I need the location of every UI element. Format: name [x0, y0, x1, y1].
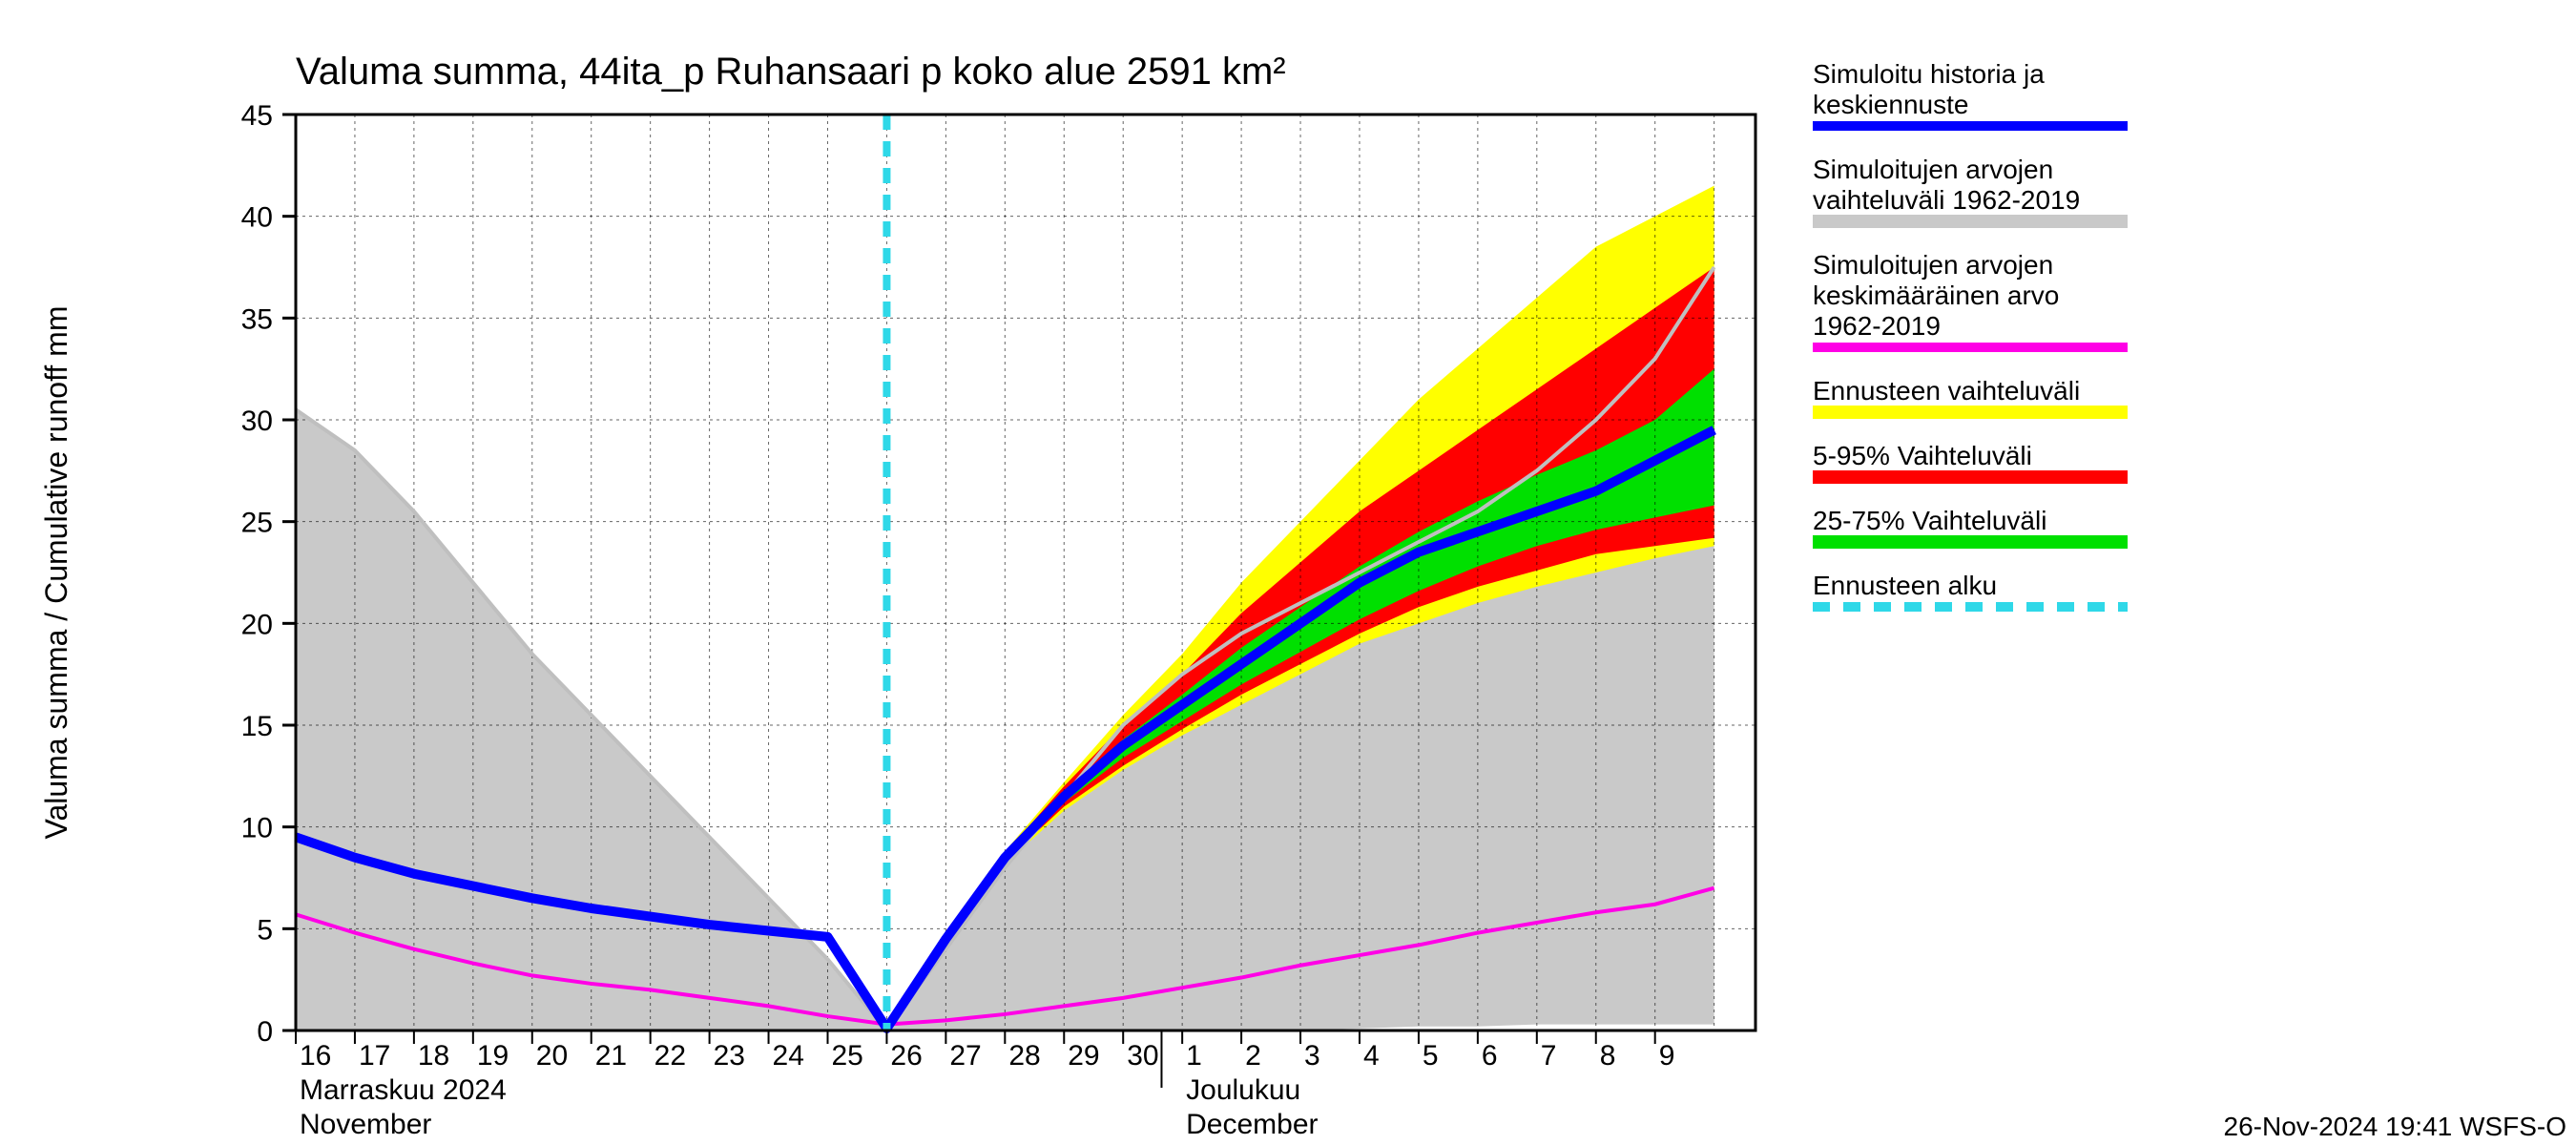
- legend-swatch: [1813, 215, 2128, 228]
- chart-title: Valuma summa, 44ita_p Ruhansaari p koko …: [296, 51, 1286, 93]
- legend-label: Simuloitu historia ja: [1813, 59, 2045, 89]
- x-tick-label: 8: [1600, 1040, 1616, 1072]
- x-tick-label: 21: [595, 1040, 627, 1072]
- footer-timestamp: 26-Nov-2024 19:41 WSFS-O: [2224, 1112, 2567, 1141]
- x-tick-label: 6: [1482, 1040, 1498, 1072]
- legend-label: 1962-2019: [1813, 311, 1941, 341]
- legend-swatch: [1813, 406, 2128, 419]
- y-tick-label: 20: [241, 609, 273, 640]
- y-tick-label: 25: [241, 508, 273, 539]
- x-tick-label: 20: [536, 1040, 568, 1072]
- legend-swatch: [1813, 470, 2128, 484]
- x-tick-label: 7: [1541, 1040, 1557, 1072]
- x-tick-label: 4: [1363, 1040, 1380, 1072]
- y-tick-label: 15: [241, 711, 273, 742]
- month2-fi: Joulukuu: [1186, 1074, 1300, 1106]
- y-axis-label: Valuma summa / Cumulative runoff mm: [39, 306, 73, 840]
- month1-fi: Marraskuu 2024: [300, 1074, 507, 1106]
- x-tick-label: 26: [890, 1040, 922, 1072]
- x-tick-label: 19: [477, 1040, 509, 1072]
- legend-label: Ennusteen vaihteluväli: [1813, 376, 2080, 406]
- y-tick-label: 30: [241, 406, 273, 437]
- y-tick-label: 40: [241, 202, 273, 234]
- y-tick-label: 45: [241, 100, 273, 132]
- legend-label: keskiennuste: [1813, 90, 1968, 119]
- y-tick-label: 0: [257, 1016, 273, 1048]
- legend-label: Simuloitujen arvojen: [1813, 250, 2053, 280]
- y-tick-label: 35: [241, 303, 273, 335]
- x-tick-label: 9: [1659, 1040, 1675, 1072]
- x-tick-label: 18: [418, 1040, 449, 1072]
- x-tick-label: 2: [1245, 1040, 1261, 1072]
- month1-en: November: [300, 1109, 431, 1140]
- y-tick-label: 10: [241, 813, 273, 844]
- x-tick-label: 29: [1068, 1040, 1099, 1072]
- x-tick-label: 27: [949, 1040, 981, 1072]
- legend-label: keskimääräinen arvo: [1813, 281, 2059, 310]
- y-tick-label: 5: [257, 914, 273, 946]
- x-tick-label: 22: [654, 1040, 686, 1072]
- x-tick-label: 5: [1423, 1040, 1439, 1072]
- x-tick-label: 23: [714, 1040, 745, 1072]
- legend-swatch: [1813, 535, 2128, 549]
- legend-label: 5-95% Vaihteluväli: [1813, 441, 2032, 470]
- legend-label: Ennusteen alku: [1813, 571, 1997, 600]
- x-tick-label: 1: [1186, 1040, 1202, 1072]
- x-tick-label: 28: [1008, 1040, 1040, 1072]
- x-tick-label: 25: [831, 1040, 862, 1072]
- legend-label: vaihteluväli 1962-2019: [1813, 185, 2080, 215]
- legend-label: Simuloitujen arvojen: [1813, 155, 2053, 184]
- x-tick-label: 24: [773, 1040, 804, 1072]
- x-tick-label: 30: [1127, 1040, 1158, 1072]
- x-tick-label: 17: [359, 1040, 390, 1072]
- x-tick-label: 3: [1304, 1040, 1320, 1072]
- month2-en: December: [1186, 1109, 1318, 1140]
- x-tick-label: 16: [300, 1040, 331, 1072]
- runoff-chart: 0510152025303540451617181920212223242526…: [0, 0, 2576, 1145]
- legend-label: 25-75% Vaihteluväli: [1813, 506, 2046, 535]
